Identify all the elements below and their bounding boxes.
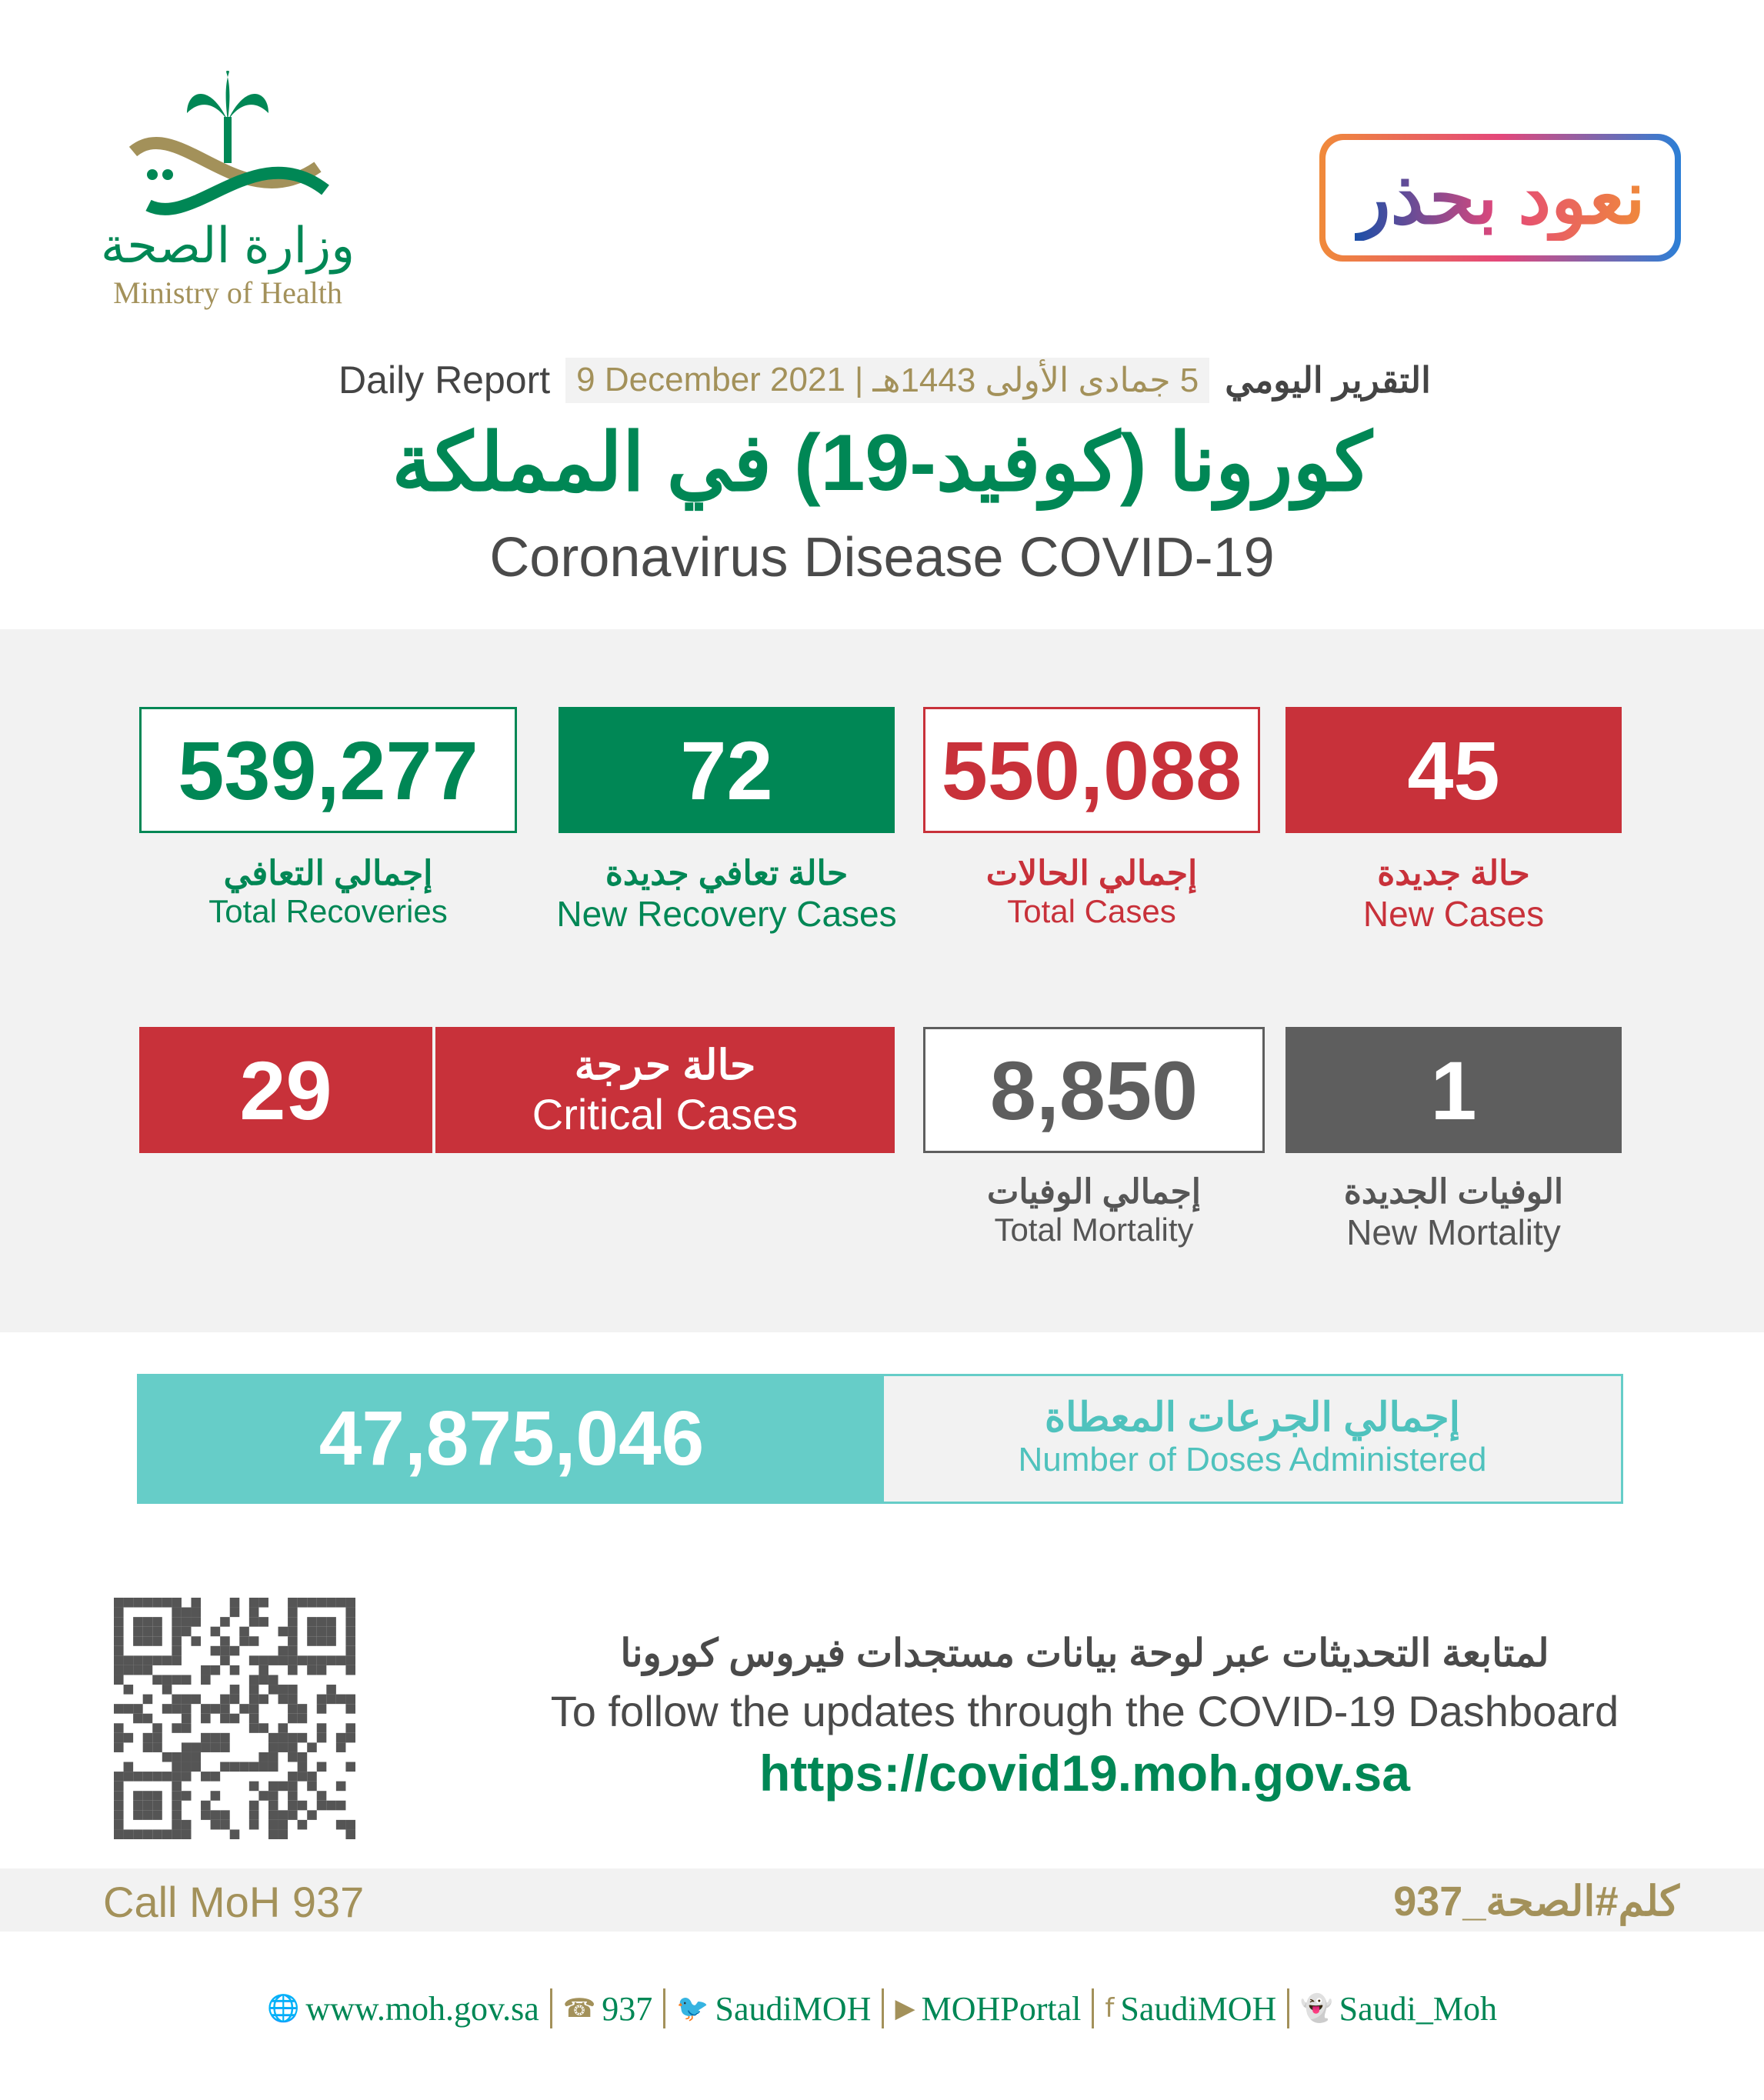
globe-icon: 🌐 <box>267 1993 300 2024</box>
ministry-name-en: Ministry of Health <box>113 275 342 310</box>
qr-code[interactable] <box>114 1598 355 1839</box>
label-en: New Cases <box>1362 894 1545 934</box>
dashboard-link[interactable]: https://covid19.moh.gov.sa <box>759 1745 1410 1802</box>
daily-report-en: Daily Report <box>338 358 551 402</box>
date-hijri: 5 جمادى الأولى 1443هـ <box>872 361 1199 399</box>
label-en: Total Mortality <box>994 1212 1194 1248</box>
label-en: Total Cases <box>1007 893 1176 929</box>
label-ar: إجمالي الجرعات المعطاة <box>1044 1395 1461 1440</box>
doses-label: إجمالي الجرعات المعطاة Number of Doses A… <box>884 1376 1621 1502</box>
phone-icon: ☎ <box>562 1993 596 2024</box>
daily-report-ar: التقرير اليومي <box>1225 360 1431 400</box>
social-link-text: MOHPortal <box>921 1989 1082 2028</box>
ministry-name-ar: وزارة الصحة <box>100 218 355 273</box>
social-link[interactable]: ☎ 937 <box>563 1989 652 2028</box>
label-ar: إجمالي الوفيات <box>986 1173 1202 1211</box>
snapchat-icon: 👻 <box>1300 1993 1333 2024</box>
new-recoveries-label: حالة تعافي جديدة New Recovery Cases <box>528 854 925 935</box>
youtube-icon: ▶ <box>895 1993 915 2024</box>
divider <box>1287 1988 1290 2028</box>
total-cases-label: إجمالي الحالات Total Cases <box>892 854 1291 930</box>
moh-logo: وزارة الصحة Ministry of Health <box>87 67 368 315</box>
total-mortality-value: 8,850 <box>923 1027 1265 1153</box>
new-cases-value: 45 <box>1285 707 1622 833</box>
label-ar: إجمالي التعافي <box>223 855 433 892</box>
social-link-text: SaudiMOH <box>1120 1989 1277 2028</box>
divider <box>882 1988 885 2028</box>
follow-text-en: To follow the updates through the COVID-… <box>550 1687 1619 1735</box>
date-gregorian: 9 December 2021 <box>576 360 845 398</box>
social-link[interactable]: 🐦 SaudiMOH <box>676 1989 871 2028</box>
social-link-text: Saudi_Moh <box>1339 1989 1497 2028</box>
label-en: New Recovery Cases <box>556 894 897 934</box>
critical-cases-value: 29 <box>139 1027 435 1153</box>
twitter-icon: 🐦 <box>676 1993 709 2024</box>
label-ar: إجمالي الحالات <box>985 855 1198 892</box>
label-ar: الوفيات الجديدة <box>1343 1173 1564 1211</box>
label-en: Number of Doses Administered <box>1018 1441 1487 1478</box>
new-cases-label: حالة جديدة New Cases <box>1262 854 1645 935</box>
divider <box>1092 1988 1095 2028</box>
label-ar: حالة تعافي جديدة <box>605 855 849 892</box>
social-link-text: www.moh.gov.sa <box>305 1989 539 2028</box>
label-en: Critical Cases <box>532 1090 799 1138</box>
date-box: 9 December 2021 | 5 جمادى الأولى 1443هـ <box>565 357 1210 403</box>
social-link-text: 937 <box>602 1989 653 2028</box>
follow-text-ar: لمتابعة التحديثات عبر لوحة بيانات مستجدا… <box>620 1632 1549 1675</box>
call-moh: Call MoH 937 <box>103 1878 365 1926</box>
label-en: Total Recoveries <box>208 893 448 929</box>
page-title-en: Coronavirus Disease COVID-19 <box>489 527 1275 588</box>
palm-emblem-icon <box>128 71 329 215</box>
new-mortality-value: 1 <box>1285 1027 1622 1153</box>
new-mortality-label: الوفيات الجديدة New Mortality <box>1262 1172 1645 1253</box>
follow-section: لمتابعة التحديثات عبر لوحة بيانات مستجدا… <box>431 1631 1739 1802</box>
page-title-ar: كورونا (كوفيد-19) في المملكة <box>392 418 1372 508</box>
date-divider: | <box>854 360 864 398</box>
total-cases-value: 550,088 <box>923 707 1260 833</box>
divider <box>549 1988 552 2028</box>
social-link[interactable]: f SaudiMOH <box>1105 1989 1276 2028</box>
social-link-text: SaudiMOH <box>715 1989 872 2028</box>
social-links: 🌐 www.moh.gov.sa ☎ 937 🐦 SaudiMOH ▶ MOHPortal f S… <box>0 1988 1764 2028</box>
label-ar: حالة جديدة <box>1377 855 1530 892</box>
doses-card: 47,875,046 إجمالي الجرعات المعطاة Number… <box>137 1374 1623 1504</box>
footer-band <box>0 1868 1764 1932</box>
doses-value: 47,875,046 <box>139 1376 884 1502</box>
social-link[interactable]: ▶ MOHPortal <box>895 1989 1081 2028</box>
divider <box>663 1988 666 2028</box>
label-ar: حالة حرجة <box>574 1042 756 1088</box>
facebook-icon: f <box>1105 1993 1115 2024</box>
label-en: New Mortality <box>1346 1212 1561 1252</box>
total-recoveries-value: 539,277 <box>139 707 517 833</box>
critical-cases-card: 29 حالة حرجة Critical Cases <box>139 1027 895 1153</box>
report-date-line: Daily Report 9 December 2021 | 5 جمادى ا… <box>292 355 1477 405</box>
social-link[interactable]: 🌐 www.moh.gov.sa <box>267 1989 539 2028</box>
campaign-logo: نعود بحذر <box>1319 134 1681 262</box>
campaign-logo-text: نعود بحذر <box>1355 155 1645 241</box>
social-link[interactable]: 👻 Saudi_Moh <box>1300 1989 1497 2028</box>
total-mortality-label: إجمالي الوفيات Total Mortality <box>892 1172 1295 1248</box>
new-recoveries-value: 72 <box>559 707 895 833</box>
total-recoveries-label: إجمالي التعافي Total Recoveries <box>116 854 540 930</box>
critical-cases-label: حالة حرجة Critical Cases <box>435 1027 895 1153</box>
hashtag: كلم#الصحة_937 <box>1393 1878 1679 1925</box>
